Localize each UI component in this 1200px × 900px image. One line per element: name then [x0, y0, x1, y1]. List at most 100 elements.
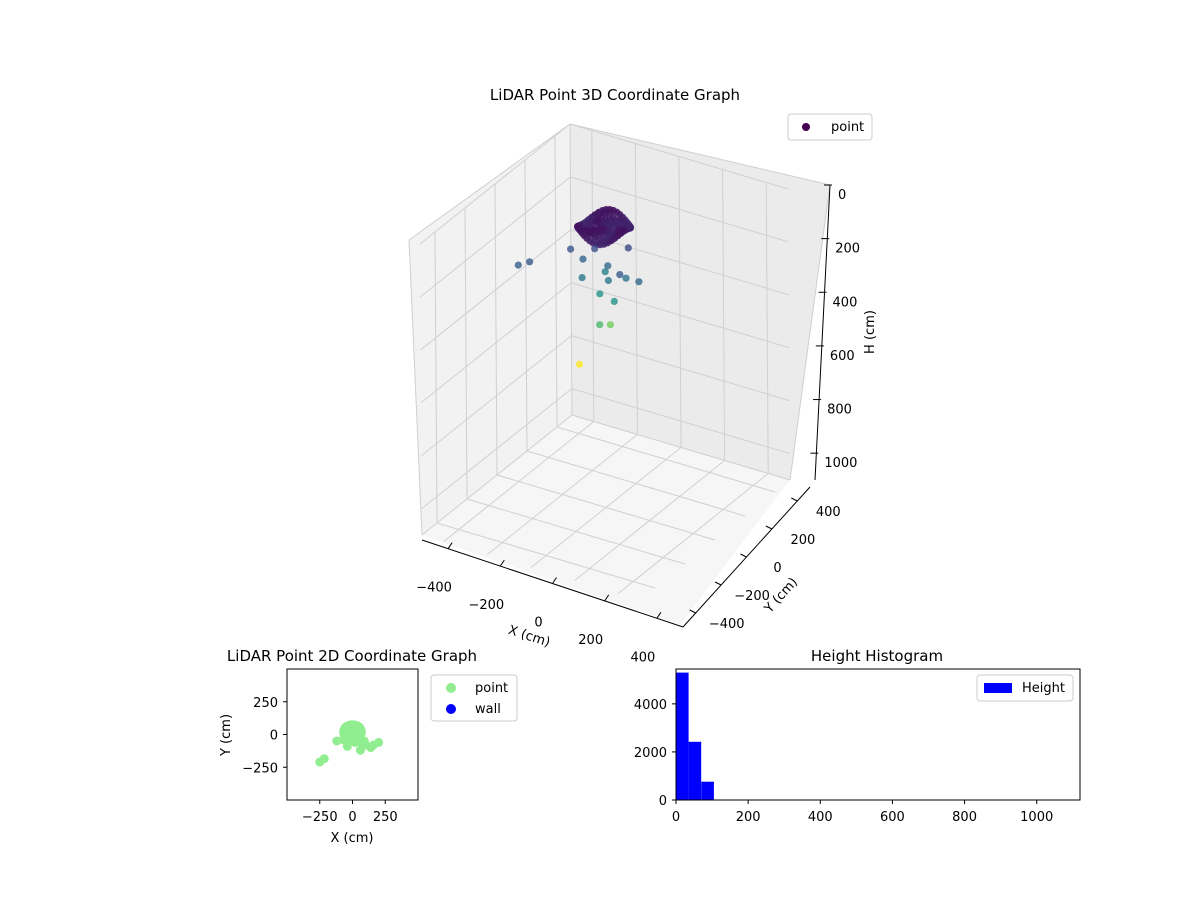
point-3d — [578, 274, 586, 282]
legend-2d: point wall — [430, 674, 518, 722]
h-tick-label: 0 — [838, 188, 846, 203]
gridline-x-wall — [591, 130, 595, 422]
x-tick-label-hist: 400 — [808, 810, 833, 825]
point-3d — [567, 245, 575, 253]
x-tick-label-2d: −250 — [302, 810, 338, 825]
x-tick-label-hist: 600 — [880, 810, 905, 825]
y-tick — [689, 609, 696, 614]
x-tick — [604, 594, 610, 602]
point-2d — [374, 737, 384, 747]
point-3d — [591, 245, 599, 253]
x-tick-label-hist: 1000 — [1020, 810, 1053, 825]
x-tick-label-hist: 0 — [672, 810, 680, 825]
grid-3d — [419, 123, 790, 594]
legend-label-point: point — [831, 120, 864, 135]
y-axis-label-2d: Y (cm) — [219, 714, 234, 757]
legend-marker-wall-2d — [446, 704, 456, 714]
points-3d — [514, 206, 643, 368]
point-3d — [619, 227, 628, 235]
y-tick-label: 0 — [773, 561, 781, 576]
gridline-y — [556, 426, 776, 493]
histogram-bar — [701, 781, 714, 800]
histogram-bar — [688, 741, 702, 800]
ticks-3d: −400−2000200400−400−20002004000200400600… — [416, 184, 860, 665]
y-tick — [791, 497, 798, 502]
left-pane — [409, 124, 572, 535]
point-3d — [575, 360, 584, 368]
legend-marker-point — [802, 123, 810, 131]
point-3d — [601, 268, 609, 276]
y-tick-label-hist: 2000 — [634, 746, 667, 761]
gridline-x-wall — [722, 169, 726, 461]
gridline-h-left — [420, 176, 571, 298]
histogram-ticks: 0 200 400 600 800 1000 0 2000 4000 — [634, 698, 1053, 825]
chart-3d: −400−2000200400−400−20002004000200400600… — [408, 86, 878, 665]
gridline-x-wall — [765, 182, 769, 474]
gridline-y — [436, 522, 656, 589]
y-tick — [765, 525, 773, 530]
y-tick-label-hist: 0 — [659, 794, 667, 809]
chart-2d: LiDAR Point 2D Coordinate Graph −250 0 250… — [219, 647, 518, 846]
point-2d — [344, 732, 354, 742]
y-tick-label-2d: 0 — [270, 729, 278, 744]
y-tick — [740, 553, 747, 558]
point-3d — [604, 276, 613, 285]
y-tick-label-hist: 4000 — [634, 698, 667, 713]
chart-histogram: Height Histogram 0 200 400 600 800 1000 0 2000 4… — [634, 647, 1081, 825]
x-tick — [552, 577, 557, 584]
y-tick-label-2d: 250 — [253, 696, 278, 711]
x-tick-label: −200 — [468, 598, 504, 613]
h-tick-label: 800 — [827, 403, 852, 418]
point-3d — [622, 274, 630, 282]
histogram-bars — [676, 672, 752, 800]
x-tick-label: 400 — [630, 650, 655, 665]
point-3d — [606, 321, 615, 329]
x-tick-label: −400 — [416, 581, 452, 596]
gridline-h-left — [420, 282, 572, 404]
legend-label-point-2d: point — [475, 681, 508, 696]
h-tick-label: 200 — [835, 242, 860, 257]
gridline-h-back — [571, 388, 790, 455]
gridline-h-back — [570, 282, 790, 349]
point-3d — [610, 297, 618, 305]
gridline-x-wall — [678, 156, 682, 448]
chart-3d-title: LiDAR Point 3D Coordinate Graph — [490, 86, 740, 104]
z-axis-label-3d: H (cm) — [863, 310, 878, 354]
x-tick-label-2d: 250 — [373, 810, 398, 825]
gridline-h-back — [571, 335, 790, 402]
gridline-y-wall — [524, 159, 528, 452]
gridline-y-wall — [464, 207, 468, 500]
legend-label-height: Height — [1022, 681, 1065, 696]
point-2d — [355, 737, 365, 747]
histogram-title: Height Histogram — [811, 647, 943, 665]
gridline-h-left — [421, 388, 573, 509]
x-tick-label-hist: 200 — [736, 810, 761, 825]
legend-histogram: Height — [976, 674, 1074, 702]
histogram-bar — [676, 672, 689, 800]
legend-swatch-height — [984, 683, 1012, 693]
histogram-frame — [675, 668, 1081, 801]
plot-2d — [315, 720, 384, 767]
h-tick-label: 1000 — [824, 456, 857, 471]
y-tick-label: 400 — [816, 505, 841, 520]
y-tick — [714, 581, 722, 586]
point-3d — [526, 258, 534, 266]
point-3d — [596, 290, 604, 298]
x-tick-label: 200 — [578, 633, 603, 648]
h-tick-label: 400 — [833, 295, 858, 310]
y-tick-label: 200 — [790, 533, 815, 548]
floor-pane — [422, 415, 790, 625]
legend-label-wall-2d: wall — [475, 702, 501, 717]
x-tick — [447, 542, 453, 549]
back-pane — [570, 124, 830, 480]
point-3d — [514, 261, 522, 269]
x-tick-label: 0 — [534, 616, 542, 631]
legend-marker-point-2d — [446, 683, 456, 693]
point-3d — [596, 321, 604, 329]
gridline-y — [526, 450, 746, 517]
ticks-2d: −250 0 250 −250 0 250 — [242, 696, 397, 825]
z-axis-line — [814, 184, 831, 481]
gridline-h-back — [569, 123, 789, 190]
gridline-y-wall — [494, 183, 498, 476]
